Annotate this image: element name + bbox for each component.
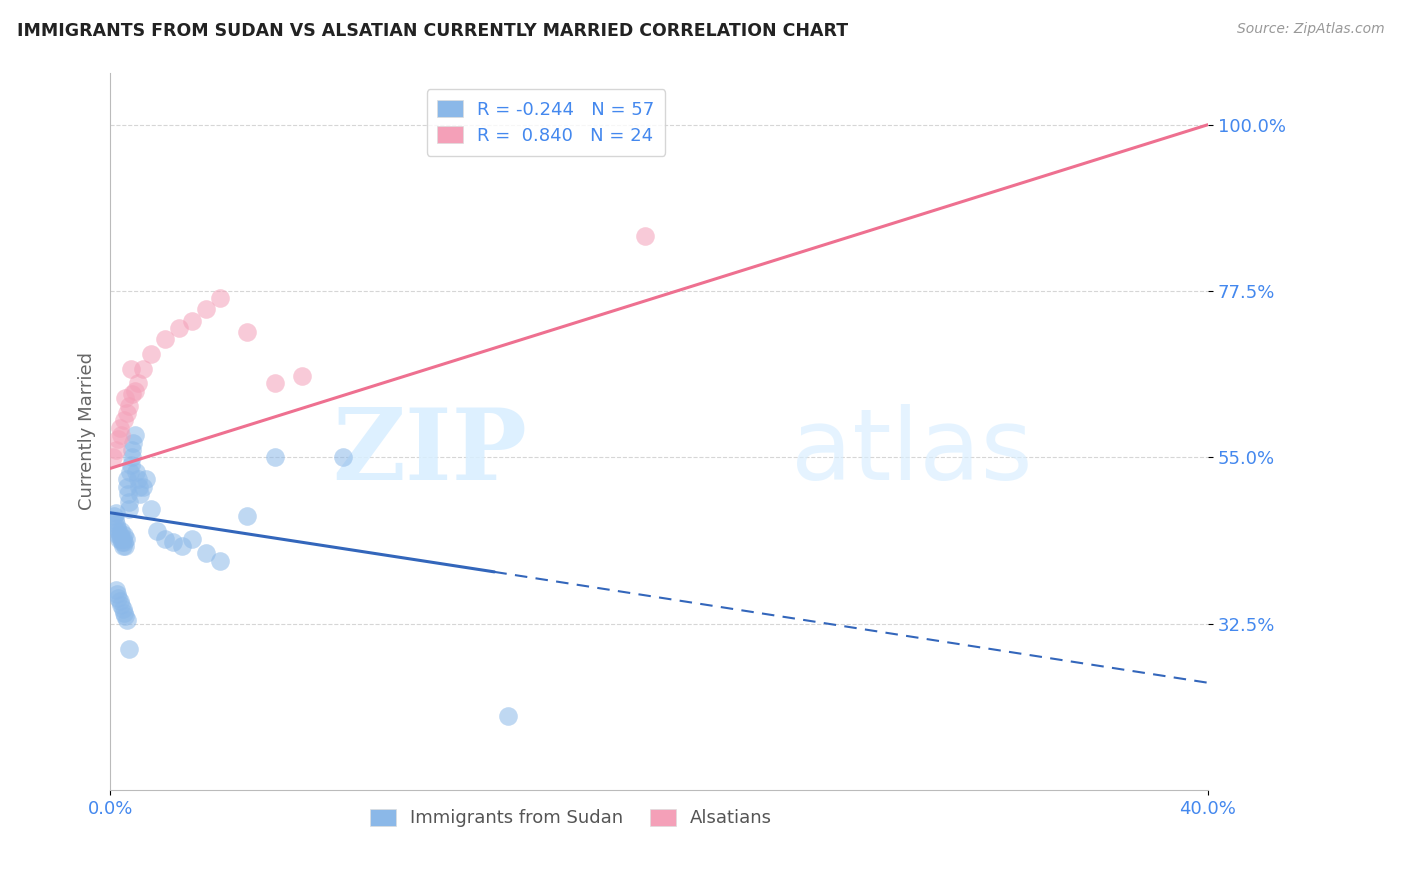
Point (195, 546, 218, 560)
Point (236, 325, 259, 339)
Point (162, 535, 184, 549)
Point (125, 465, 148, 479)
Point (115, 613, 138, 627)
Point (110, 532, 132, 546)
Text: atlas: atlas (790, 404, 1032, 501)
Point (104, 513, 127, 527)
Point (263, 450, 285, 465)
Point (112, 606, 135, 620)
Point (208, 554, 231, 568)
Point (104, 583, 127, 598)
Point (634, 228, 657, 243)
Point (146, 524, 169, 539)
Point (114, 609, 136, 624)
Point (263, 376, 285, 391)
Point (141, 502, 163, 516)
Point (496, 709, 519, 723)
Point (120, 361, 142, 376)
Text: Source: ZipAtlas.com: Source: ZipAtlas.com (1237, 22, 1385, 37)
Point (111, 535, 134, 549)
Point (127, 376, 149, 391)
Point (132, 361, 155, 376)
Point (117, 487, 139, 501)
Point (107, 528, 129, 542)
Point (112, 535, 135, 549)
Point (124, 384, 146, 398)
Legend: Immigrants from Sudan, Alsatians: Immigrants from Sudan, Alsatians (363, 801, 779, 835)
Point (153, 332, 176, 346)
Point (195, 302, 218, 317)
Point (112, 532, 135, 546)
Point (107, 524, 129, 539)
Y-axis label: Currently Married: Currently Married (79, 352, 96, 510)
Point (118, 399, 141, 413)
Text: IMMIGRANTS FROM SUDAN VS ALSATIAN CURRENTLY MARRIED CORRELATION CHART: IMMIGRANTS FROM SUDAN VS ALSATIAN CURREN… (17, 22, 848, 40)
Point (104, 442, 127, 457)
Point (105, 587, 128, 601)
Point (122, 435, 145, 450)
Point (118, 465, 141, 479)
Point (118, 494, 141, 508)
Point (108, 532, 131, 546)
Point (121, 450, 143, 465)
Point (129, 487, 152, 501)
Point (132, 480, 155, 494)
Point (153, 532, 176, 546)
Point (141, 347, 163, 361)
Point (110, 598, 132, 612)
Point (101, 450, 124, 465)
Point (112, 528, 135, 542)
Point (104, 506, 127, 520)
Point (127, 473, 149, 487)
Point (181, 532, 204, 546)
Point (107, 591, 129, 605)
Point (167, 321, 190, 335)
Point (110, 428, 132, 442)
Point (128, 480, 150, 494)
Point (111, 539, 134, 553)
Point (121, 387, 143, 401)
Point (135, 473, 157, 487)
Point (118, 642, 141, 657)
Point (181, 313, 204, 327)
Point (236, 509, 259, 524)
Point (105, 520, 128, 534)
Point (208, 292, 231, 306)
Point (121, 442, 143, 457)
Point (291, 369, 314, 384)
Point (114, 391, 136, 405)
Point (115, 532, 138, 546)
Point (112, 413, 135, 427)
Point (118, 502, 141, 516)
Point (170, 539, 193, 553)
Point (120, 458, 142, 472)
Point (108, 594, 131, 608)
Point (107, 432, 129, 446)
Point (111, 602, 134, 616)
Point (114, 539, 136, 553)
Point (124, 428, 146, 442)
Point (115, 473, 138, 487)
Point (103, 509, 125, 524)
Text: ZIP: ZIP (332, 404, 527, 501)
Point (117, 480, 139, 494)
Point (115, 406, 138, 420)
Point (332, 450, 354, 465)
Point (108, 421, 131, 435)
Point (108, 528, 131, 542)
Point (110, 524, 132, 539)
Point (105, 516, 128, 531)
